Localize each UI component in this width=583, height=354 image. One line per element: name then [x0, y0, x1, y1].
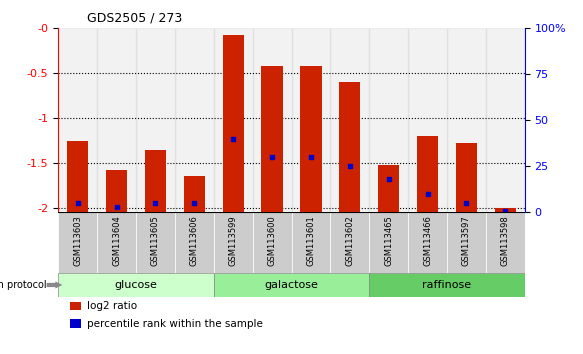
Bar	[97, 212, 136, 273]
Bar	[175, 28, 214, 212]
Bar	[70, 319, 81, 328]
Text: galactose: galactose	[265, 280, 318, 290]
Bar	[58, 212, 97, 273]
Bar	[214, 212, 252, 273]
Bar	[261, 66, 283, 212]
Text: GSM113599: GSM113599	[229, 215, 238, 266]
Bar	[252, 212, 292, 273]
Bar	[292, 28, 331, 212]
Text: GSM113603: GSM113603	[73, 215, 82, 266]
Bar	[292, 212, 331, 273]
Bar	[408, 28, 447, 212]
Bar	[456, 143, 477, 212]
Bar	[214, 28, 252, 212]
Text: GSM113606: GSM113606	[190, 215, 199, 266]
Bar	[378, 165, 399, 212]
Text: GDS2505 / 273: GDS2505 / 273	[87, 12, 182, 25]
Text: GSM113604: GSM113604	[112, 215, 121, 266]
Bar	[339, 82, 360, 212]
Bar	[136, 212, 175, 273]
Bar	[369, 273, 525, 297]
Bar	[486, 28, 525, 212]
Text: GSM113597: GSM113597	[462, 215, 471, 266]
Text: GSM113598: GSM113598	[501, 215, 510, 266]
Text: raffinose: raffinose	[423, 280, 472, 290]
Bar	[136, 28, 175, 212]
Bar	[67, 141, 89, 212]
Bar	[331, 212, 369, 273]
Bar	[447, 28, 486, 212]
Bar	[417, 136, 438, 212]
Bar	[97, 28, 136, 212]
Bar	[223, 35, 244, 212]
Bar	[70, 302, 81, 310]
Bar	[175, 212, 214, 273]
Bar	[408, 212, 447, 273]
Text: log2 ratio: log2 ratio	[87, 301, 137, 311]
Bar	[106, 170, 127, 212]
Bar	[214, 273, 369, 297]
Text: glucose: glucose	[115, 280, 157, 290]
Text: GSM113601: GSM113601	[307, 215, 315, 266]
Bar	[331, 28, 369, 212]
Text: GSM113605: GSM113605	[151, 215, 160, 266]
Bar	[300, 66, 322, 212]
Bar	[447, 212, 486, 273]
Bar	[58, 273, 214, 297]
Text: growth protocol: growth protocol	[0, 280, 47, 290]
Bar	[184, 177, 205, 212]
Text: GSM113602: GSM113602	[345, 215, 354, 266]
Bar	[369, 212, 408, 273]
Bar	[252, 28, 292, 212]
Text: percentile rank within the sample: percentile rank within the sample	[87, 319, 262, 329]
Bar	[58, 28, 97, 212]
Text: GSM113466: GSM113466	[423, 215, 432, 266]
Bar	[369, 28, 408, 212]
Bar	[494, 208, 516, 212]
Text: GSM113600: GSM113600	[268, 215, 276, 266]
Bar	[486, 212, 525, 273]
Text: GSM113465: GSM113465	[384, 215, 393, 266]
Bar	[145, 149, 166, 212]
